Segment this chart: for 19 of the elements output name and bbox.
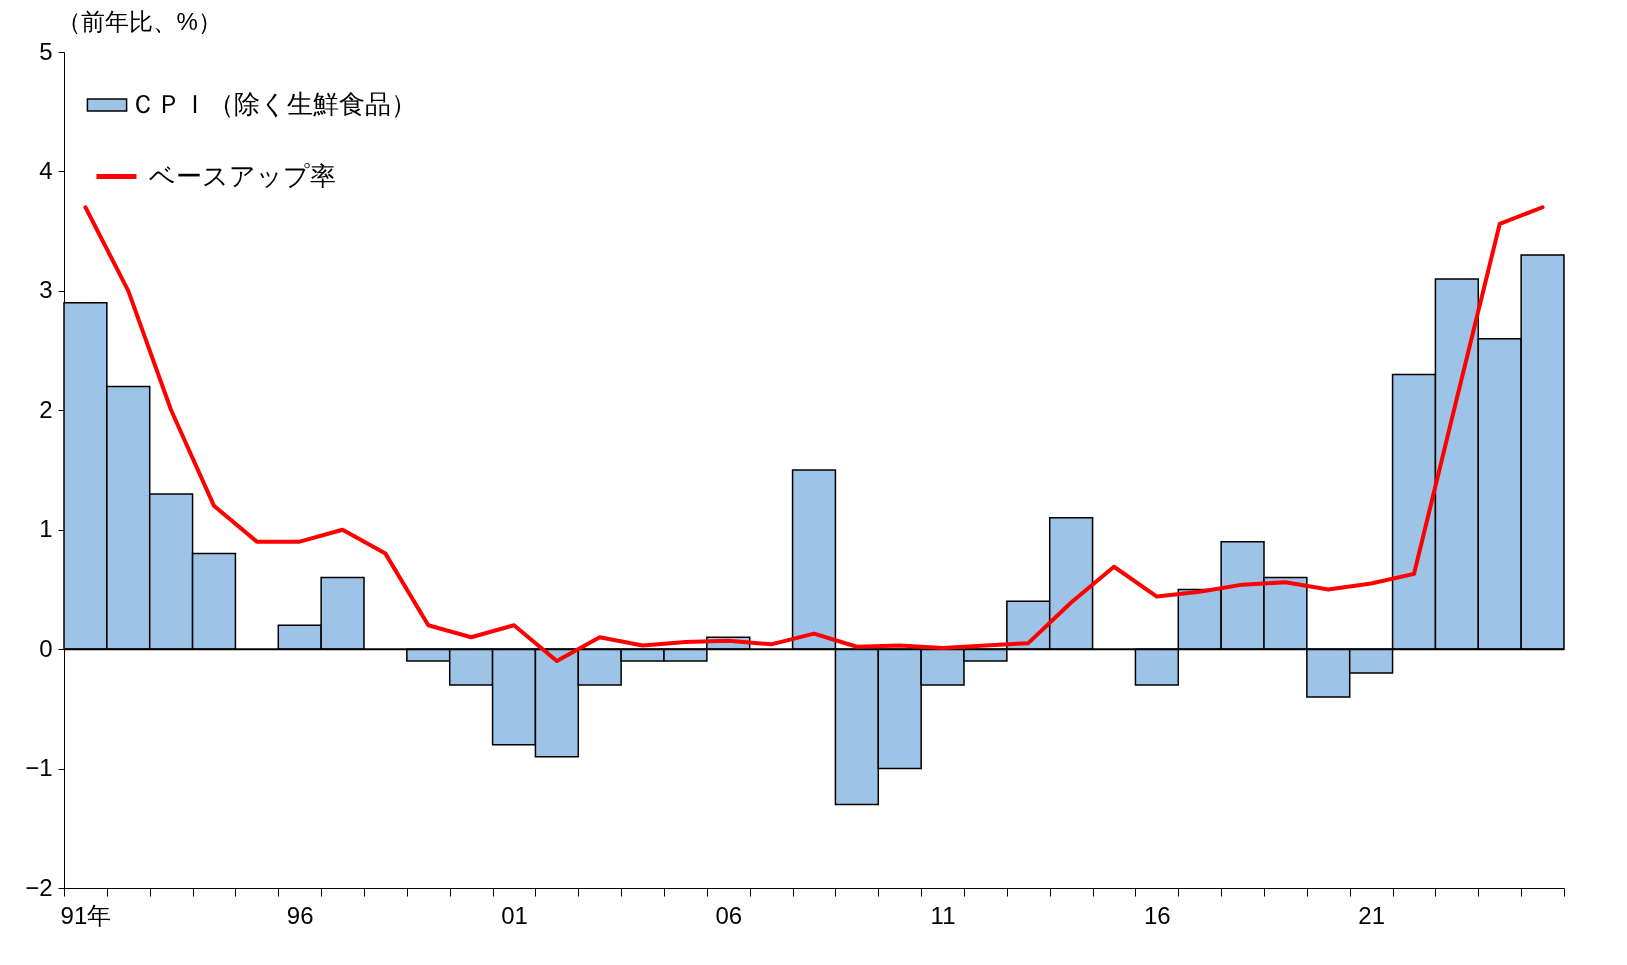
- x-tick-label: 11: [930, 901, 956, 929]
- line-series: [83, 205, 1545, 664]
- x-tick-label: 21: [1358, 901, 1385, 929]
- y-tick-label: −1: [25, 754, 53, 782]
- y-tick-label: 4: [39, 156, 53, 184]
- legend-label: ＣＰＩ（除く生鮮食品）: [130, 89, 417, 119]
- legend-label: ベースアップ率: [149, 160, 336, 191]
- x-tick-label: 06: [715, 901, 743, 929]
- y-tick-label: −2: [25, 873, 53, 901]
- x-tick-label: 01: [501, 901, 528, 929]
- y-axis-title: （前年比、%）: [56, 7, 222, 35]
- y-tick-label: 5: [39, 37, 53, 65]
- y-tick-label: 3: [39, 276, 53, 304]
- y-tick-label: 1: [39, 515, 53, 543]
- y-tick-label: 2: [39, 395, 53, 423]
- y-tick-label: 0: [39, 634, 53, 662]
- x-tick-label: 96: [286, 901, 314, 929]
- x-tick-label: 16: [1144, 901, 1171, 929]
- x-tick-label: 91年: [60, 901, 112, 929]
